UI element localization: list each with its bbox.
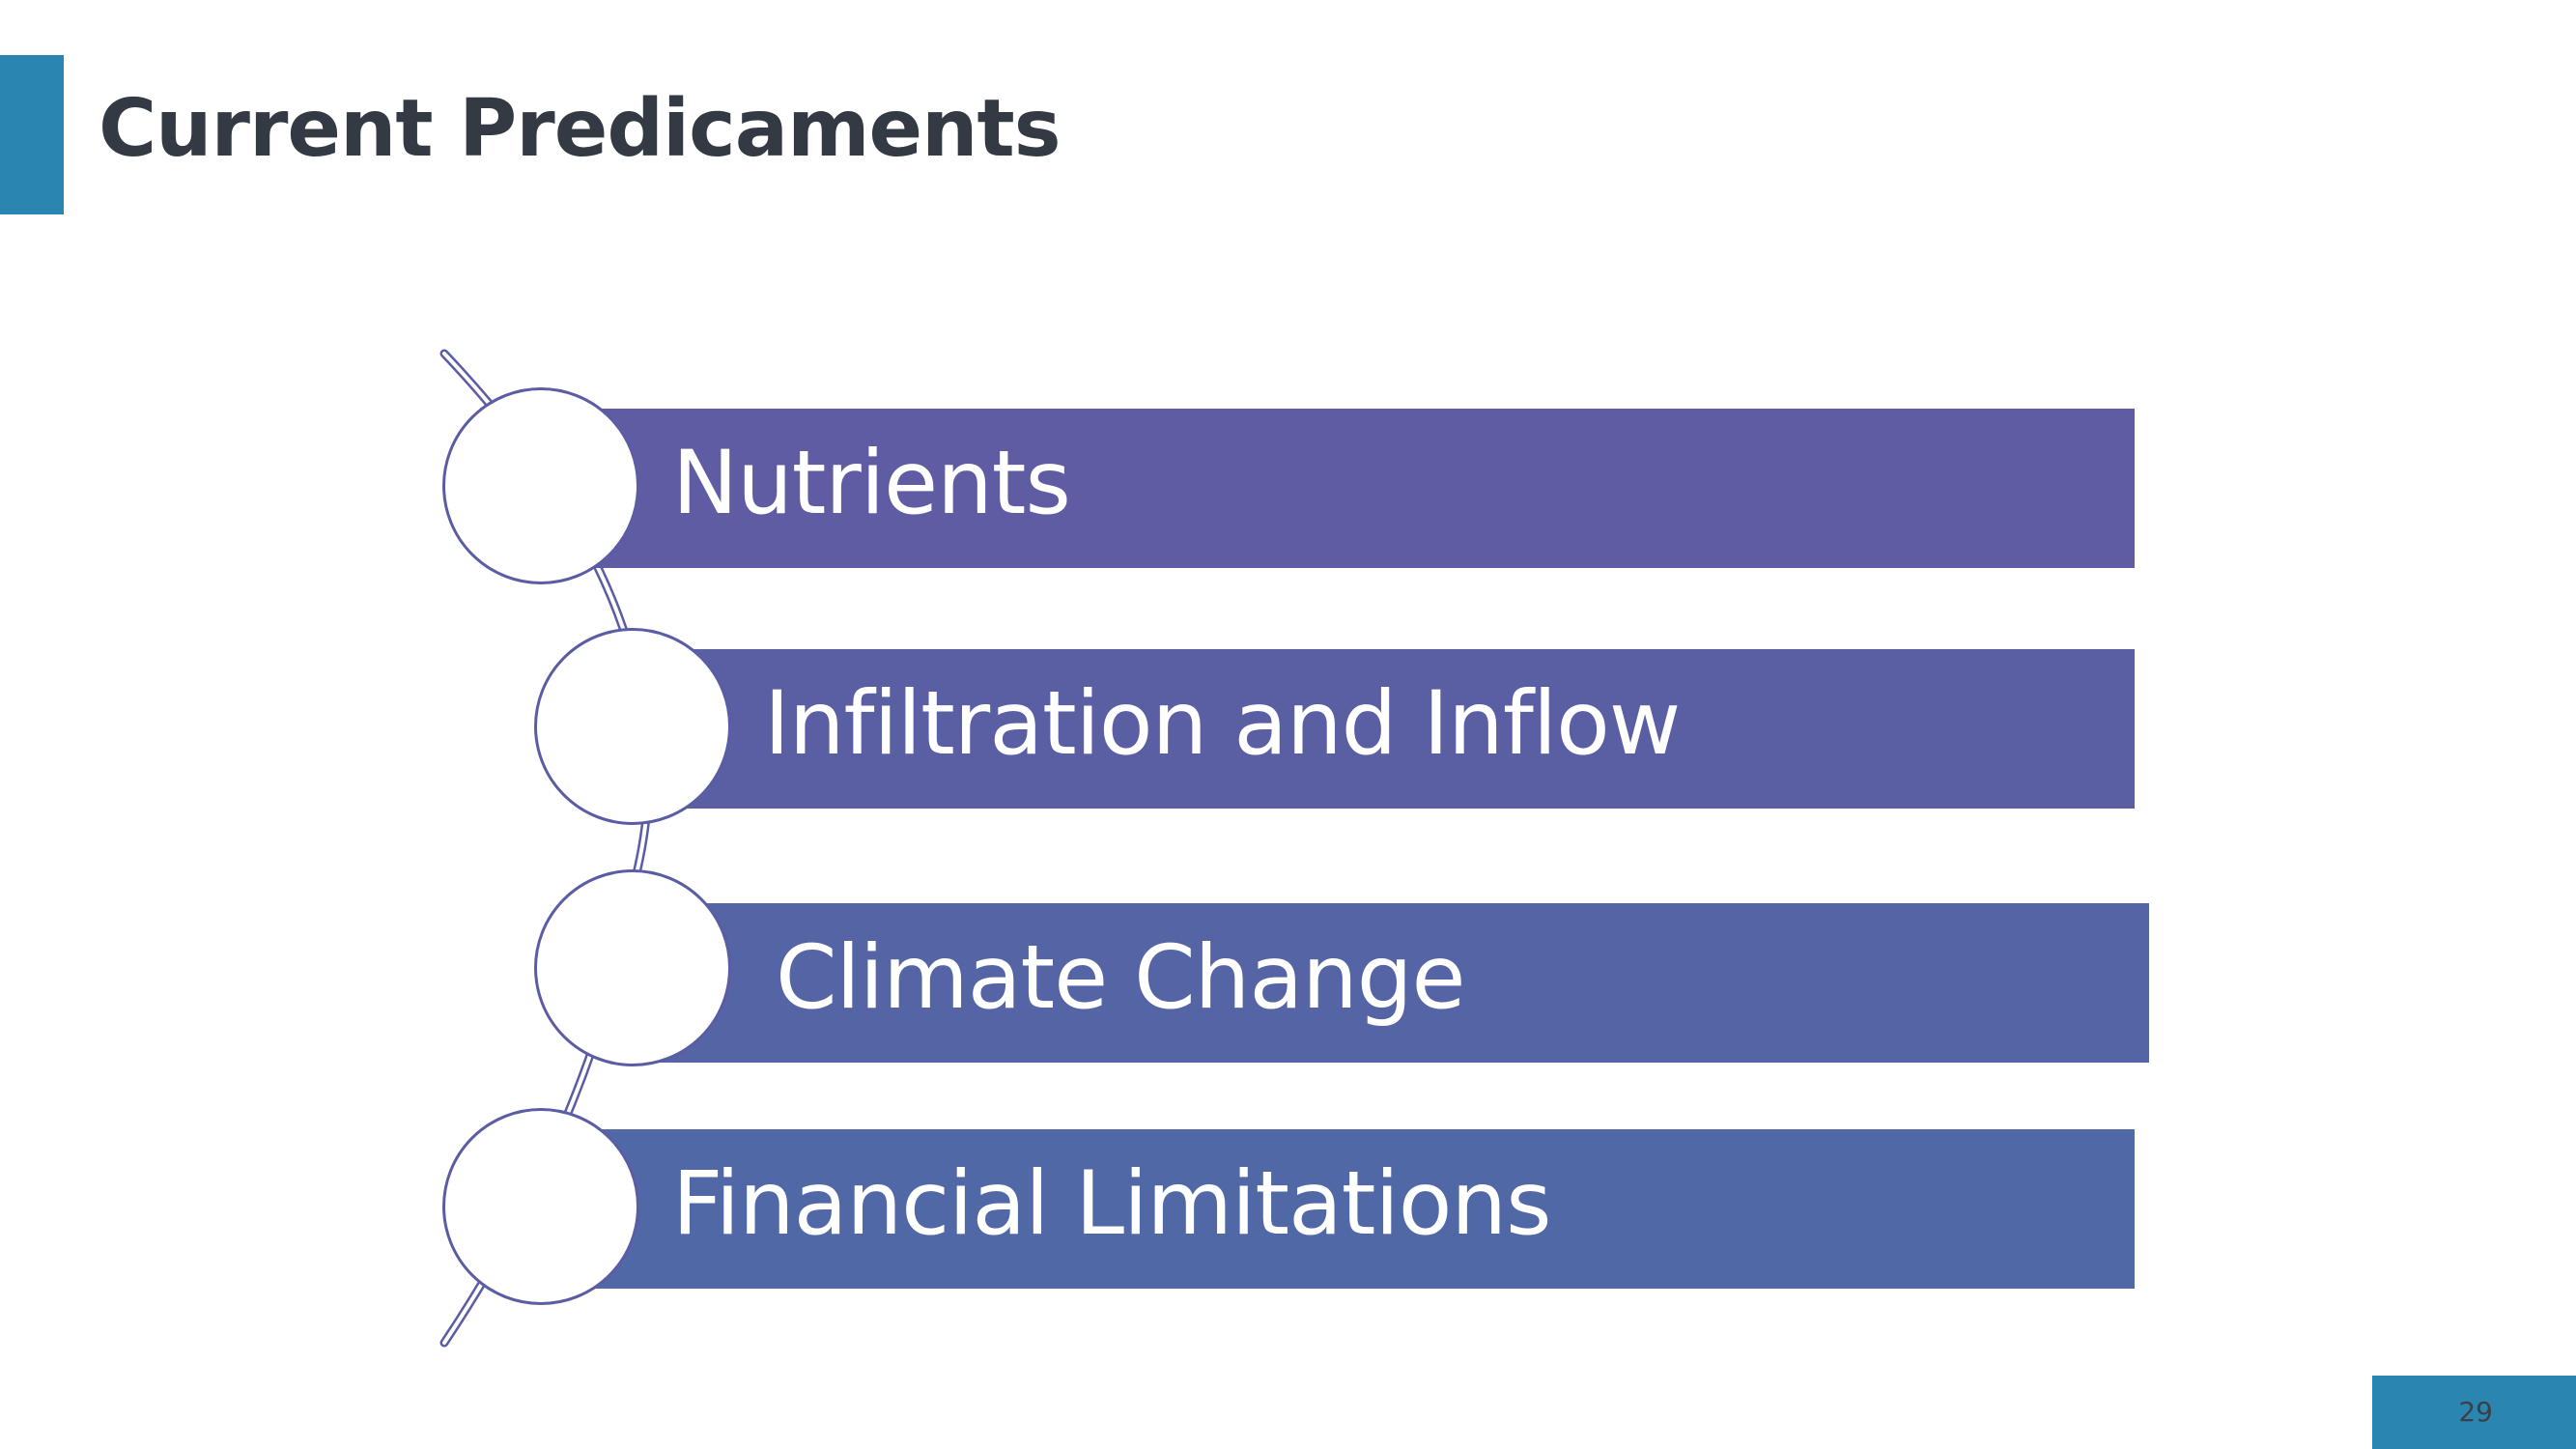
title-accent-bar xyxy=(0,55,64,214)
item-node-circle xyxy=(534,628,731,825)
item-bar-climate xyxy=(633,903,2149,1063)
item-bar-infiltration xyxy=(633,649,2135,809)
item-label: Nutrients xyxy=(672,433,1071,534)
item-bar-nutrients xyxy=(541,409,2135,568)
item-label: Infiltration and Inflow xyxy=(764,673,1681,775)
item-node-circle xyxy=(534,869,731,1066)
item-node-circle xyxy=(442,1108,639,1305)
item-label: Climate Change xyxy=(776,927,1466,1029)
slide-title: Current Predicaments xyxy=(99,83,1062,175)
item-label: Financial Limitations xyxy=(672,1153,1551,1255)
item-node-circle xyxy=(442,387,639,584)
item-bar-financial xyxy=(541,1129,2135,1289)
page-number: 29 xyxy=(2458,1396,2493,1428)
page-number-box: 29 xyxy=(2372,1376,2576,1449)
